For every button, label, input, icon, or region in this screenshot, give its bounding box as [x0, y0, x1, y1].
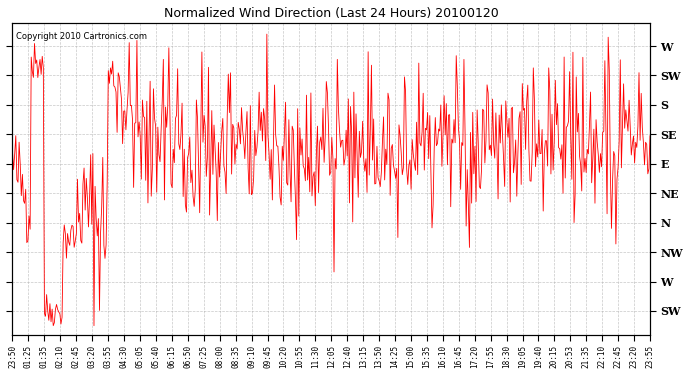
Text: Copyright 2010 Cartronics.com: Copyright 2010 Cartronics.com [16, 32, 147, 41]
Title: Normalized Wind Direction (Last 24 Hours) 20100120: Normalized Wind Direction (Last 24 Hours… [164, 7, 499, 20]
